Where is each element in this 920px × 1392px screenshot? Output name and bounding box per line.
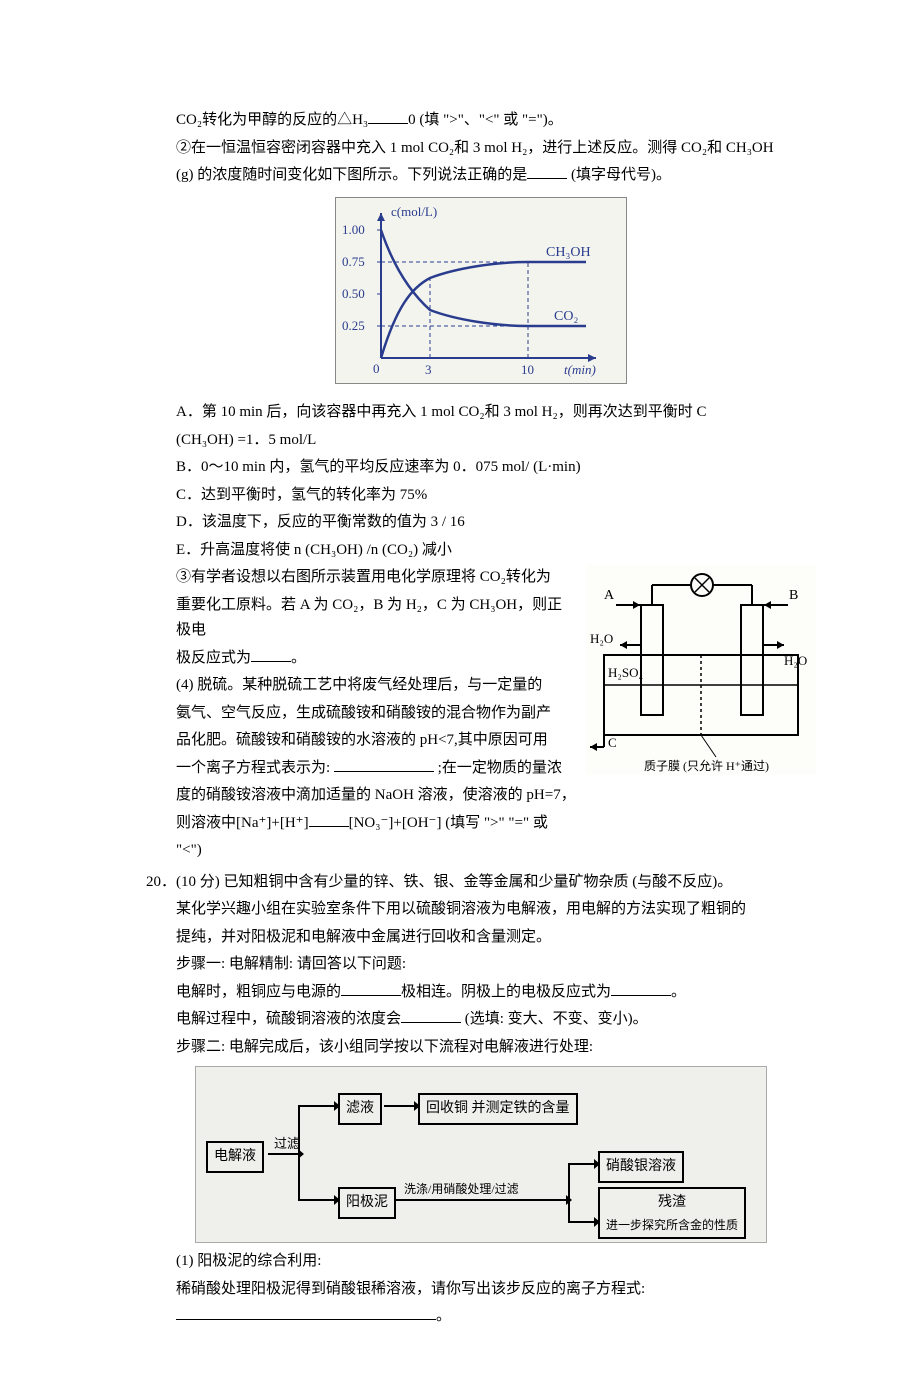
text: ;在一定物质的量浓: [438, 760, 562, 776]
node-anode-mud: 阳极泥: [338, 1187, 396, 1219]
cell-label-C: C: [608, 735, 617, 750]
residue-line1: 残渣: [606, 1191, 738, 1215]
intro-line2: (g) 的浓度随时间变化如下图所示。下列说法正确的是 (填字母代号)。: [146, 163, 816, 189]
node-electrolyte: 电解液: [206, 1141, 264, 1173]
electrochemical-cell-diagram: A B H₂O H₂O H₂SO₄ C 质子膜 (只允许 H⁺通过): [586, 565, 816, 775]
tail-l2: 稀硝酸处理阳极泥得到硝酸银稀溶液，请你写出该步反应的离子方程式:: [146, 1277, 816, 1303]
node-filtrate: 滤液: [338, 1093, 382, 1125]
ytick-0.25: 0.25: [342, 318, 365, 333]
xlabel: t(min): [564, 362, 596, 377]
label-filter: 过滤: [274, 1133, 300, 1155]
text: 极反应式为: [176, 650, 251, 666]
label-wash: 洗涤/用硝酸处理/过滤: [404, 1179, 519, 1199]
option-D: D．该温度下，反应的平衡常数的值为 3 / 16: [146, 510, 816, 536]
ytick-1.00: 1.00: [342, 222, 365, 237]
origin-0: 0: [373, 361, 380, 376]
q20-step2: 步骤二: 电解完成后，该小组同学按以下流程对电解液进行处理:: [146, 1035, 816, 1061]
option-E: E．升高温度将使 n (CH₃OH) /n (CO₂) 减小: [146, 538, 816, 564]
node-residue: 残渣 进一步探究所含金的性质: [598, 1187, 746, 1239]
option-B: B．0～10 min 内，氢气的平均反应速率为 0．075 mol/ (L·mi…: [146, 455, 816, 481]
p4-l7: "<"): [146, 838, 816, 864]
intro-line1: ②在一恒温恒容密闭容器中充入 1 mol CO₂和 3 mol H₂，进行上述反…: [146, 136, 816, 162]
cell-label-h2o-r: H₂O: [784, 653, 807, 668]
blank-cathode-eq2[interactable]: [611, 980, 671, 996]
text: 0 (填 ">"、"<" 或 "=")。: [408, 112, 563, 128]
option-C: C．达到平衡时，氢气的转化率为 75%: [146, 483, 816, 509]
xtick-3: 3: [425, 362, 432, 377]
residue-line2: 进一步探究所含金的性质: [606, 1215, 738, 1235]
text: (填字母代号)。: [567, 167, 671, 183]
text: 。: [436, 1308, 451, 1324]
cell-label-h2so4: H₂SO₄: [608, 665, 644, 680]
text: (g) 的浓度随时间变化如下图所示。下列说法正确的是: [176, 167, 527, 183]
blank-ionic-ag[interactable]: [176, 1319, 436, 1320]
tail-l1: (1) 阳极泥的综合利用:: [146, 1249, 816, 1275]
option-A-line2: (CH₃OH) =1．5 mol/L: [146, 428, 816, 454]
blank-compare[interactable]: [309, 811, 349, 827]
q20-e2: 电解过程中，硫酸铜溶液的浓度会 (选填: 变大、不变、变小)。: [146, 1007, 816, 1033]
text: [NO₃⁻]+[OH⁻] (填写 ">" "=" 或: [349, 815, 548, 831]
option-A-line1: A．第 10 min 后，向该容器中再充入 1 mol CO₂和 3 mol H…: [146, 400, 816, 426]
q20-head: 20．(10 分) 已知粗铜中含有少量的锌、铁、银、金等金属和少量矿物杂质 (与…: [146, 870, 816, 896]
text: 极相连。阴极上的电极反应式为: [401, 984, 611, 1000]
text: 电解时，粗铜应与电源的: [176, 984, 341, 1000]
process-flowchart: 电解液 过滤 滤液 回收铜 并测定铁的含量 阳极泥 洗涤/用硝酸处理/过滤 硝酸…: [195, 1066, 767, 1243]
ytick-0.50: 0.50: [342, 286, 365, 301]
p4-l6: 则溶液中[Na⁺]+[H⁺] [NO₃⁻]+[OH⁻] (填写 ">" "=" 或: [146, 811, 816, 837]
node-recover: 回收铜 并测定铁的含量: [418, 1093, 578, 1125]
text: 。: [291, 650, 306, 666]
tail-l3: 。: [146, 1304, 816, 1330]
cell-label-A: A: [604, 588, 615, 603]
text: 电解过程中，硫酸铜溶液的浓度会: [176, 1011, 401, 1027]
xtick-10: 10: [521, 362, 534, 377]
blank-dh3[interactable]: [368, 108, 408, 124]
text: 一个离子方程式表示为:: [176, 760, 330, 776]
blank-ionic-eq[interactable]: [334, 756, 434, 772]
series-label-ch3oh: CH₃OH: [546, 245, 591, 260]
concentration-time-chart: 1.00 0.75 0.50 0.25 0 3 10 c(mol/L) t(mi…: [335, 197, 627, 384]
p4-l5: 度的硝酸铵溶液中滴加适量的 NaOH 溶液，使溶液的 pH=7，: [146, 783, 816, 809]
blank-pole[interactable]: [341, 980, 401, 996]
cell-label-h2o-l: H₂O: [590, 631, 613, 646]
q20-e1: 电解时，粗铜应与电源的 极相连。阴极上的电极反应式为 。: [146, 980, 816, 1006]
blank-conc[interactable]: [401, 1007, 461, 1023]
ylabel: c(mol/L): [391, 204, 437, 219]
text: (选填: 变大、不变、变小)。: [461, 1011, 648, 1027]
text: CO₂转化为甲醇的反应的△H₃: [176, 112, 368, 128]
blank-cathode-eq[interactable]: [251, 646, 291, 662]
q20-l1: 某化学兴趣小组在实验室条件下用以硫酸铜溶液为电解液，用电解的方法实现了粗铜的: [146, 897, 816, 923]
q20-l2: 提纯，并对阳极泥和电解液中金属进行回收和含量测定。: [146, 925, 816, 951]
series-label-co2: CO₂: [554, 309, 578, 324]
node-agno3: 硝酸银溶液: [598, 1151, 684, 1183]
ytick-0.75: 0.75: [342, 254, 365, 269]
cell-label-membrane: 质子膜 (只允许 H⁺通过): [644, 758, 769, 773]
cell-label-B: B: [789, 588, 798, 603]
q20-step1: 步骤一: 电解精制: 请回答以下问题:: [146, 952, 816, 978]
text: 。: [671, 984, 686, 1000]
blank-choice[interactable]: [527, 163, 567, 179]
intro-line0: CO₂转化为甲醇的反应的△H₃ 0 (填 ">"、"<" 或 "=")。: [146, 108, 816, 134]
text: 则溶液中[Na⁺]+[H⁺]: [176, 815, 309, 831]
